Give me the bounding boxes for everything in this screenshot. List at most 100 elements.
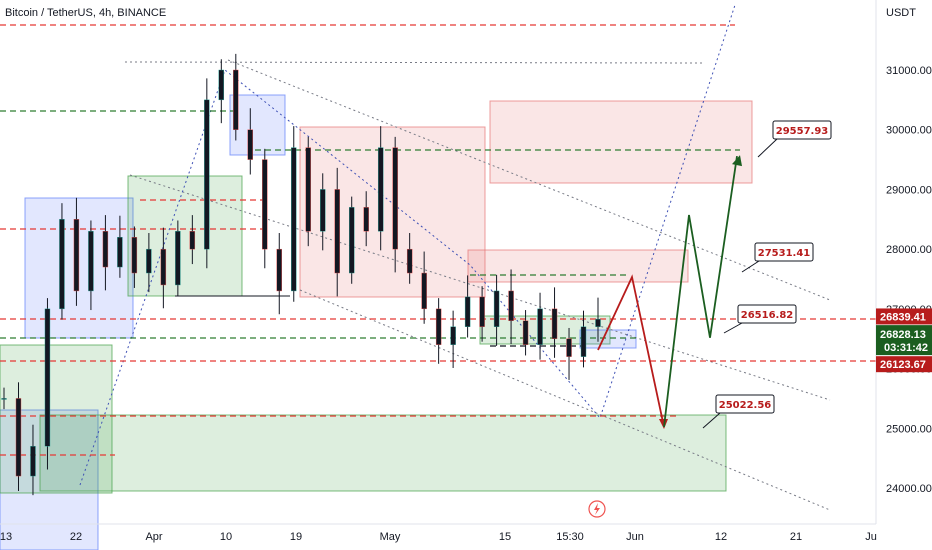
candle [117,215,123,278]
candle [435,298,442,364]
candle [218,59,225,124]
bearish-path[interactable] [597,274,665,428]
candle [580,310,587,368]
price-tag-red-upper: 26839.41 [876,308,932,325]
projection-25022[interactable]: 25022.56 [702,394,775,429]
candle [189,215,196,265]
candle [305,136,311,247]
callout-label: 27531.41 [758,248,811,259]
support-zone-green[interactable] [39,414,727,492]
candle [392,136,398,273]
x-tick-label: 19 [290,531,302,543]
candle-body [44,308,51,447]
candle [131,226,138,288]
candle-body [117,236,123,268]
candle [421,251,427,324]
candle [1,387,7,410]
price-tag-bg [876,325,932,356]
candle [15,382,22,491]
candle [522,310,529,356]
candle [363,191,369,247]
lightning-icon[interactable] [588,500,606,518]
arrow-head-up [732,155,742,167]
y-tick-label: 24000.00 [886,483,932,495]
channel-upper-line[interactable] [227,59,831,301]
candle [73,197,80,306]
candle-body [233,69,239,130]
candle-body [175,231,181,286]
candle [59,203,65,320]
x-tick-label: 12 [715,531,727,543]
candle [377,126,384,251]
top-zone-blue[interactable] [229,94,286,156]
callout-box [737,304,797,324]
candle [464,275,471,338]
candle [566,327,572,380]
callout-leader [741,260,760,273]
candle [233,53,239,141]
candle-body [349,207,355,274]
candle [247,108,253,175]
projection-26516[interactable]: 26516.82 [723,304,797,334]
candle [493,274,500,346]
y-tick-label: 29000.00 [886,184,932,196]
candle-body [493,290,500,327]
candle-body [247,129,253,160]
candle [30,424,36,496]
candle-body [435,308,442,345]
y-tick-label: 28000.00 [886,244,932,256]
callout-leader [702,412,721,429]
price-axis-bg [876,0,932,524]
candle [146,233,152,293]
x-tick-label: 22 [70,531,82,543]
range-zone-green[interactable] [127,175,243,297]
high-ray-line[interactable] [124,61,706,64]
candle [349,196,355,284]
candle-body [73,219,80,292]
projection-27531[interactable]: 27531.41 [741,242,814,273]
callout-leader [723,322,743,334]
price-tag-bg [876,308,932,325]
candle-body [88,231,94,292]
candle [160,227,167,309]
candle-body [291,147,297,292]
candle-body [566,338,572,357]
candle-body [262,159,268,250]
candle-body [320,189,326,232]
resistance-zone-red[interactable] [467,249,689,283]
countdown-text: 03:31:42 [884,342,928,354]
candle-body [131,236,138,274]
projection-target-29557[interactable]: 29557.93 [757,120,832,158]
candle [88,220,94,311]
candle [291,126,297,302]
x-tick-label: 15:30 [556,531,584,543]
candle [450,310,456,368]
candle-body [334,189,340,274]
candle-body [204,99,210,250]
candle-body [580,326,587,357]
price-tag-text: 26828.13 [880,329,926,341]
candle-body [363,207,369,232]
candle [44,298,51,470]
price-unit-label: USDT [886,7,916,19]
candle-body [464,296,471,327]
candle [262,148,268,269]
candle-body [189,231,196,250]
candle-body [522,320,529,345]
bullish-path[interactable] [663,155,738,428]
target-zone-red[interactable] [489,100,753,184]
candle-body [595,318,601,327]
x-tick-label: May [380,531,401,543]
y-tick-label: 30000.00 [886,125,932,137]
candle-body [59,219,65,310]
candle-body [377,147,384,232]
candle-body [450,326,456,345]
x-tick-label: Apr [145,531,162,543]
small-zone-blue[interactable] [579,329,637,349]
candle-body [276,248,282,292]
x-tick-label: 13 [0,531,12,543]
candle [102,215,109,291]
channel-lower-line[interactable] [299,289,831,511]
